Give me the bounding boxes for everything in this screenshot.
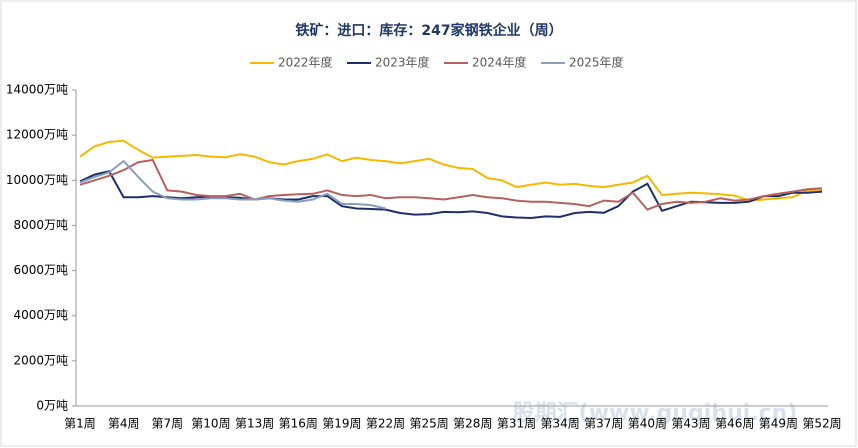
x-tick-label: 第19周 [322,417,361,431]
x-tick-label: 第43周 [671,417,710,431]
y-tick-label: 12000万吨 [6,128,68,142]
x-tick-label: 第10周 [191,417,230,431]
x-tick-label: 第7周 [151,417,183,431]
x-tick-label: 第40周 [628,417,667,431]
y-tick-label: 10000万吨 [6,173,68,187]
x-tick-label: 第46周 [715,417,754,431]
x-tick-label: 第52周 [802,417,841,431]
series-line [79,158,823,211]
x-tick-label: 第1周 [64,417,96,431]
x-tick-label: 第28周 [453,417,492,431]
y-tick-label: 6000万吨 [13,263,68,277]
y-tick-label: 4000万吨 [13,308,68,322]
legend-label: 2022年度 [278,55,333,70]
watermark: 股期汇(www.guqihui.cn) [513,401,798,426]
legend-label: 2025年度 [569,55,624,70]
series-line [79,139,822,202]
x-tick-label: 第22周 [366,417,405,431]
x-tick-label: 第25周 [410,417,449,431]
x-tick-label: 第49周 [759,417,798,431]
x-tick-label: 第16周 [279,417,318,431]
y-tick-label: 0万吨 [36,399,68,413]
series-line [79,159,386,210]
x-tick-label: 第37周 [584,417,623,431]
legend-label: 2024年度 [472,55,527,70]
legend-label: 2023年度 [375,55,430,70]
x-tick-label: 第31周 [497,417,536,431]
x-tick-label: 第4周 [108,417,140,431]
y-tick-label: 14000万吨 [6,83,68,97]
x-tick-label: 第13周 [235,417,274,431]
y-tick-label: 2000万吨 [13,353,68,367]
y-tick-label: 8000万吨 [13,218,68,232]
chart-title: 铁矿：进口：库存：247家钢铁企业（周） [295,22,562,39]
x-tick-label: 第34周 [540,417,579,431]
